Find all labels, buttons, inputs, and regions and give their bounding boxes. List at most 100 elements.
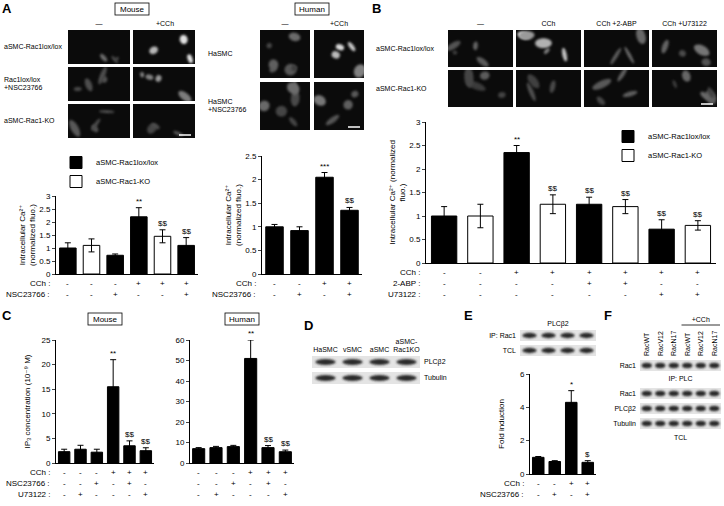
svg-text:—: — <box>477 20 484 27</box>
svg-text:Rac1lox/lox+NSC23766: Rac1lox/lox+NSC23766 <box>4 76 42 91</box>
svg-text:CCh :: CCh : <box>30 279 50 288</box>
svg-text:CCh :: CCh : <box>236 279 256 288</box>
svg-text:0.5: 0.5 <box>245 246 257 255</box>
svg-text:+: + <box>127 479 132 488</box>
svg-text:-: - <box>95 490 98 499</box>
svg-text:TCL: TCL <box>503 347 516 354</box>
svg-text:-: - <box>63 490 66 499</box>
svg-text:5: 5 <box>46 434 51 443</box>
svg-text:-: - <box>515 290 518 299</box>
svg-text:-: - <box>588 290 591 299</box>
svg-text:aSMC: aSMC <box>370 346 389 353</box>
svg-text:Intracellular Ca²⁺(normalized: Intracellular Ca²⁺(normalized fluo.) <box>18 204 37 266</box>
svg-text:+: + <box>143 490 148 499</box>
svg-text:-: - <box>161 290 164 299</box>
svg-text:1: 1 <box>252 223 257 232</box>
svg-text:+: + <box>585 490 590 499</box>
svg-text:20: 20 <box>175 418 184 427</box>
svg-text:+: + <box>552 490 557 499</box>
svg-text:**: ** <box>248 329 254 338</box>
svg-text:-: - <box>479 268 482 277</box>
svg-text:2: 2 <box>46 218 51 227</box>
svg-text:B: B <box>372 1 381 16</box>
svg-text:Human: Human <box>299 5 325 14</box>
svg-text:Tubulin: Tubulin <box>613 420 636 427</box>
svg-text:CCh :: CCh : <box>504 479 524 488</box>
svg-text:40: 40 <box>175 377 184 386</box>
svg-text:HaSMC: HaSMC <box>208 50 233 57</box>
svg-text:Intracellular Ca²⁺ (normalized: Intracellular Ca²⁺ (normalizedfluo.) <box>388 140 407 245</box>
svg-text:+: + <box>214 490 219 499</box>
svg-text:+: + <box>94 479 99 488</box>
svg-text:+: + <box>659 268 664 277</box>
svg-text:+: + <box>266 479 271 488</box>
svg-text:-: - <box>197 490 200 499</box>
svg-text:-: - <box>284 479 287 488</box>
svg-text:-: - <box>267 490 270 499</box>
svg-text:Fold induction: Fold induction <box>497 399 506 449</box>
svg-text:6: 6 <box>520 370 525 379</box>
svg-text:-: - <box>249 490 252 499</box>
svg-text:-: - <box>479 290 482 299</box>
svg-text:$: $ <box>585 450 590 459</box>
svg-text:F: F <box>604 308 612 323</box>
svg-text:20: 20 <box>41 360 50 369</box>
svg-text:+: + <box>113 290 118 299</box>
svg-text:NSC23766 :: NSC23766 : <box>6 479 50 488</box>
svg-text:-: - <box>63 479 66 488</box>
svg-text:-: - <box>553 479 556 488</box>
svg-text:-: - <box>215 479 218 488</box>
svg-text:-: - <box>66 290 69 299</box>
svg-text:IP: PLC: IP: PLC <box>668 375 692 382</box>
svg-text:2: 2 <box>520 436 525 445</box>
svg-text:+: + <box>136 279 141 288</box>
svg-text:RacWT: RacWT <box>684 332 691 356</box>
svg-text:-: - <box>79 468 82 477</box>
svg-text:+: + <box>623 268 628 277</box>
svg-text:60: 60 <box>175 336 184 345</box>
svg-text:PLCβ2: PLCβ2 <box>614 405 636 413</box>
svg-text:3: 3 <box>416 118 421 127</box>
svg-text:50: 50 <box>175 356 184 365</box>
svg-text:U73122 :: U73122 : <box>18 490 50 499</box>
svg-text:-: - <box>323 290 326 299</box>
svg-text:PLCβ2: PLCβ2 <box>424 358 446 366</box>
svg-text:$$: $$ <box>585 186 594 195</box>
svg-text:1.5: 1.5 <box>245 199 257 208</box>
svg-text:-: - <box>95 468 98 477</box>
svg-text:+: + <box>695 268 700 277</box>
svg-text:aSMC-Rac1-KO: aSMC-Rac1-KO <box>96 177 150 186</box>
svg-text:-: - <box>537 479 540 488</box>
svg-text:Tubulin: Tubulin <box>424 374 447 381</box>
svg-text:+CCh: +CCh <box>156 20 174 27</box>
svg-text:+: + <box>623 279 628 288</box>
svg-text:1: 1 <box>46 244 51 253</box>
svg-text:+CCh: +CCh <box>692 316 710 323</box>
svg-text:$$: $$ <box>141 437 150 446</box>
svg-text:+: + <box>283 468 288 477</box>
svg-text:aSMC-Rac1lox/lox: aSMC-Rac1lox/lox <box>648 132 710 141</box>
svg-text:CCh +2-ABP: CCh +2-ABP <box>596 20 637 27</box>
svg-text:—: — <box>96 20 103 27</box>
svg-text:HaSMC+NSC23766: HaSMC+NSC23766 <box>208 98 246 113</box>
svg-text:-: - <box>273 290 276 299</box>
svg-text:RacN17: RacN17 <box>670 331 677 356</box>
svg-text:CCh :: CCh : <box>30 468 50 477</box>
svg-text:E: E <box>464 308 473 323</box>
svg-text:U73122 :: U73122 : <box>388 290 420 299</box>
svg-text:-: - <box>79 479 82 488</box>
svg-text:+: + <box>184 290 189 299</box>
svg-text:-: - <box>114 279 117 288</box>
svg-text:vSMC: vSMC <box>343 346 362 353</box>
svg-text:**: ** <box>136 197 142 206</box>
svg-text:-: - <box>128 490 131 499</box>
svg-text:Rac1: Rac1 <box>620 362 636 369</box>
svg-text:-: - <box>570 490 573 499</box>
svg-text:+: + <box>550 268 555 277</box>
svg-text:RacV12: RacV12 <box>697 331 704 356</box>
svg-text:0: 0 <box>180 459 185 468</box>
svg-text:+: + <box>160 279 165 288</box>
svg-text:$$: $$ <box>125 430 134 439</box>
svg-text:NSC23766 :: NSC23766 : <box>480 490 524 499</box>
svg-text:-: - <box>215 468 218 477</box>
